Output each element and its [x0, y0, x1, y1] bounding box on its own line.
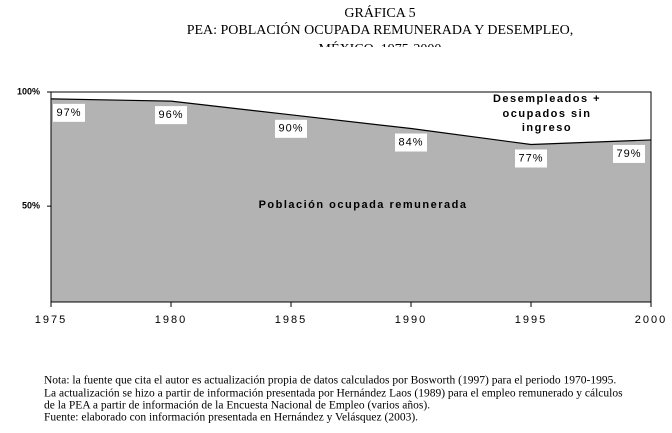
- chart-title: GRÁFICA 5: [344, 4, 415, 21]
- x-tick-label: 1990: [395, 314, 427, 326]
- chart-subtitle: PEA: POBLACIÓN OCUPADA REMUNERADA Y DESE…: [187, 21, 574, 38]
- x-tick-label: 1975: [35, 314, 67, 326]
- value-label-box: [275, 119, 307, 138]
- value-label-box: [613, 144, 645, 163]
- annotation: ocupados sin: [503, 108, 592, 120]
- value-label: 90%: [278, 123, 303, 135]
- area: [51, 98, 651, 302]
- note: La actualización se hizo a partir de inf…: [44, 388, 623, 400]
- value-label: 79%: [616, 148, 641, 160]
- annotation: Población ocupada remunerada: [259, 199, 468, 211]
- value-label: 96%: [158, 109, 183, 121]
- annotation: ingreso: [522, 122, 572, 134]
- annotation: Desempleados +: [493, 93, 601, 105]
- area-edge: [50, 98, 652, 146]
- value-label: 84%: [398, 136, 423, 148]
- y-tick-label: 50%: [22, 201, 40, 211]
- value-label: 77%: [518, 152, 543, 164]
- x-tick-label: 1980: [155, 314, 187, 326]
- value-label-box: [53, 103, 85, 122]
- cover: [0, 47, 672, 67]
- x-tick-label: 1995: [515, 314, 547, 326]
- y-tick-label: 100%: [17, 86, 40, 96]
- value-label-box: [155, 106, 187, 125]
- note: Fuente: elaborado con información presen…: [44, 412, 418, 424]
- x-tick-label: 2000: [635, 314, 667, 326]
- note: Nota: la fuente que cita el autor es act…: [44, 375, 616, 387]
- value-label: 97%: [56, 107, 81, 119]
- note: de la PEA a partir de información de la …: [44, 400, 430, 412]
- value-label-box: [515, 149, 547, 168]
- value-label-box: [395, 133, 427, 152]
- plot-frame: [50, 91, 652, 303]
- x-tick-label: 1985: [275, 314, 307, 326]
